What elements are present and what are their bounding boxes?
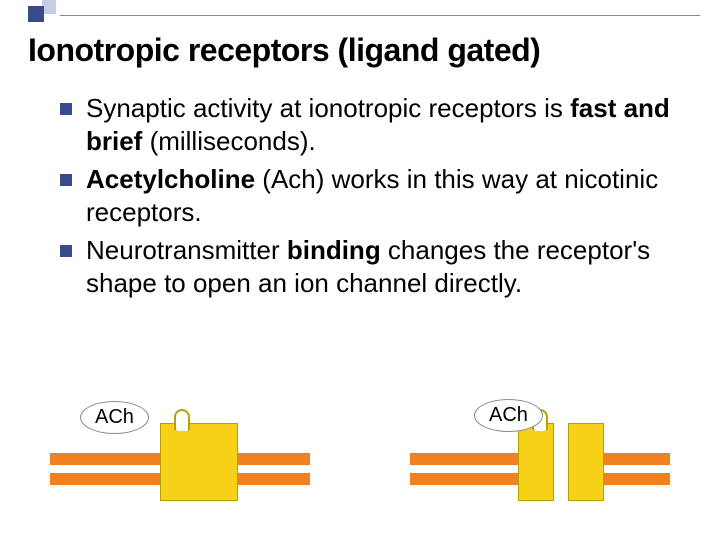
bullet-item: Acetylcholine (Ach) works in this way at… (60, 163, 680, 228)
diagram-closed-channel: ACh (50, 395, 310, 510)
bullet-marker-icon (60, 174, 72, 186)
bullet-text: Neurotransmitter binding changes the rec… (86, 234, 680, 299)
deco-square-dark (28, 6, 44, 22)
bullet-item: Synaptic activity at ionotropic receptor… (60, 92, 680, 157)
bullet-list: Synaptic activity at ionotropic receptor… (60, 92, 680, 305)
binding-site (174, 409, 190, 431)
deco-square-light (42, 0, 56, 14)
bullet-marker-icon (60, 103, 72, 115)
text-span: Neurotransmitter (86, 235, 287, 265)
channel-half-left (518, 423, 554, 501)
deco-line (60, 15, 700, 16)
channel-half-right (568, 423, 604, 501)
bullet-marker-icon (60, 245, 72, 257)
channel-pore (554, 423, 568, 501)
slide-title: Ionotropic receptors (ligand gated) (28, 32, 700, 69)
ach-label: ACh (474, 399, 543, 432)
header-decoration (0, 0, 720, 28)
bullet-text: Acetylcholine (Ach) works in this way at… (86, 163, 680, 228)
text-span: (milliseconds). (142, 126, 315, 156)
text-bold: Acetylcholine (86, 164, 255, 194)
diagram-row: ACh ACh (0, 395, 720, 510)
bullet-text: Synaptic activity at ionotropic receptor… (86, 92, 680, 157)
text-bold: binding (287, 235, 381, 265)
text-span: Synaptic activity at ionotropic receptor… (86, 93, 570, 123)
bullet-item: Neurotransmitter binding changes the rec… (60, 234, 680, 299)
diagram-open-channel: ACh (410, 395, 670, 510)
ach-label: ACh (80, 401, 149, 434)
channel-closed (160, 423, 238, 501)
